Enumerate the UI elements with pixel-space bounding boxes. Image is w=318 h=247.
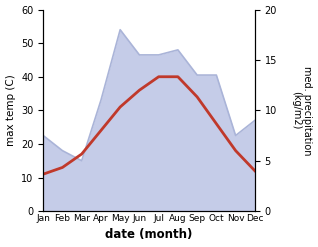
Y-axis label: med. precipitation
(kg/m2): med. precipitation (kg/m2) bbox=[291, 66, 313, 155]
X-axis label: date (month): date (month) bbox=[105, 228, 193, 242]
Y-axis label: max temp (C): max temp (C) bbox=[5, 74, 16, 146]
